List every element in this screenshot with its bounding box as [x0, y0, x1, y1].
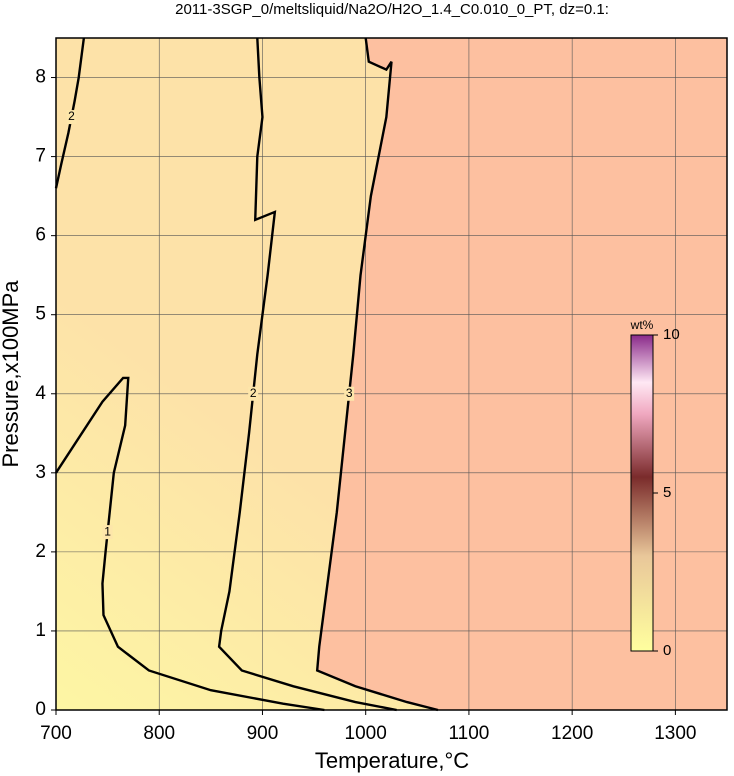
y-tick-label: 7 — [35, 146, 46, 167]
x-tick-label: 1300 — [654, 723, 696, 744]
x-tick-label: 800 — [143, 723, 175, 744]
contour-label-bg — [66, 110, 77, 125]
colorbar-tick-label: 10 — [663, 326, 680, 343]
chart-title: 2011-3SGP_0/meltsliquid/Na2O/H2O_1.4_C0.… — [175, 1, 609, 18]
contour-label: 3 — [346, 386, 353, 400]
y-tick-label: 3 — [35, 462, 46, 483]
y-tick-label: 8 — [35, 67, 46, 88]
y-tick-label: 4 — [35, 383, 46, 404]
region-fill — [317, 38, 727, 710]
x-tick-label: 700 — [40, 723, 72, 744]
contour-label-bg — [344, 386, 355, 401]
y-tick-label: 5 — [35, 304, 46, 325]
x-tick-label: 1000 — [345, 723, 387, 744]
x-tick-label: 1200 — [551, 723, 593, 744]
x-tick-label: 1100 — [448, 723, 489, 744]
y-tick-label: 0 — [35, 699, 46, 720]
y-tick-label: 1 — [35, 620, 46, 641]
plot-frame — [55, 37, 728, 711]
colorbar-label: wt% — [630, 318, 654, 332]
x-tick-label: 900 — [247, 723, 279, 744]
colorbar — [630, 334, 654, 652]
contour-label: 2 — [250, 386, 257, 400]
contour-label: 2 — [68, 109, 75, 123]
x-axis-title: Temperature,°C — [315, 748, 469, 773]
y-tick-label: 6 — [35, 225, 46, 246]
contour-label-bg — [102, 525, 113, 540]
colorbar-tick-label: 0 — [663, 642, 671, 659]
contour-line — [217, 37, 397, 712]
contour-label-bg — [248, 386, 259, 401]
y-tick-label: 2 — [35, 541, 46, 562]
y-axis-title: Pressure,x100MPa — [0, 280, 23, 468]
colorbar-tick-label: 5 — [663, 484, 671, 501]
contour-label: 1 — [104, 524, 111, 538]
plot-area: 1 2 2 3 — [54, 37, 727, 712]
